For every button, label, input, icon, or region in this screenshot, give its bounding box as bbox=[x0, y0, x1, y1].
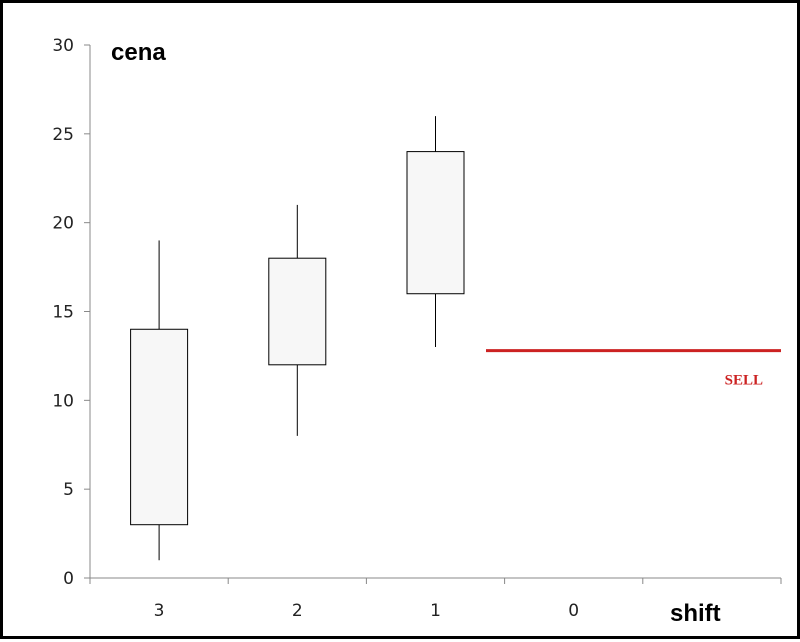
candle bbox=[130, 240, 189, 561]
signal-group: SELL bbox=[486, 349, 781, 389]
y-tick-label: 15 bbox=[52, 303, 74, 323]
y-axis: 0 5 10 15 20 25 30 bbox=[52, 36, 91, 589]
y-tick-label: 25 bbox=[52, 125, 74, 145]
x-axis-title: shift bbox=[670, 600, 721, 627]
y-tick-label: 5 bbox=[63, 480, 74, 500]
x-tick-label: 3 bbox=[154, 601, 165, 621]
y-tick-label: 30 bbox=[52, 36, 74, 56]
candle-body bbox=[268, 257, 327, 366]
y-tick-label: 20 bbox=[52, 214, 74, 234]
sell-signal-label: SELL bbox=[725, 373, 763, 389]
x-tick-label: 2 bbox=[292, 601, 303, 621]
candle bbox=[268, 204, 327, 436]
x-axis: 3 2 1 0 bbox=[89, 577, 782, 621]
y-tick-label: 0 bbox=[63, 569, 74, 589]
candles bbox=[130, 116, 465, 561]
candle-body bbox=[406, 151, 465, 295]
x-tick-label: 0 bbox=[568, 601, 579, 621]
candle bbox=[406, 116, 465, 348]
x-tick-label: 1 bbox=[430, 601, 441, 621]
candle-body bbox=[130, 328, 189, 526]
y-axis-title: cena bbox=[111, 39, 166, 66]
y-tick-label: 10 bbox=[52, 391, 74, 411]
